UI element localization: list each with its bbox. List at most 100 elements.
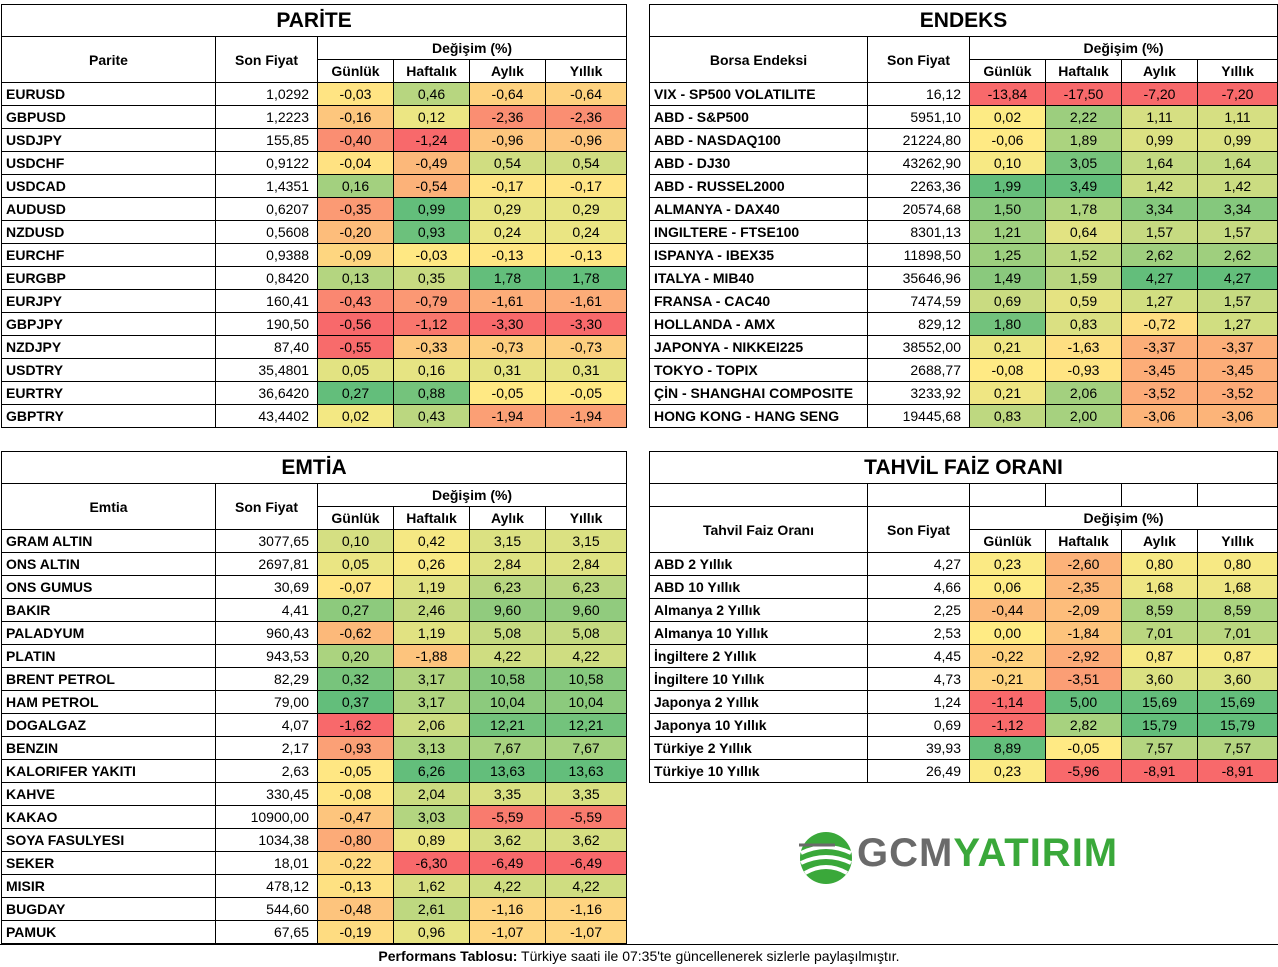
row-change-yearly: -6,49 [544,851,628,875]
table-row: HONG KONG - HANG SENG 19445,68 0,83 2,00 -3,… [649,404,1278,428]
row-price: 943,53 [215,644,318,668]
row-change-monthly: 8,59 [1121,598,1198,622]
table-row: EURCHF 0,9388 -0,09 -0,03 -0,13 -0,13 [1,243,628,267]
row-change-daily: 0,20 [317,644,394,668]
emtia-period-monthly: Aylık [469,506,546,530]
row-change-daily: -1,62 [317,713,394,737]
row-change-weekly: 6,26 [393,759,470,783]
row-change-monthly: -0,13 [469,243,546,267]
row-change-monthly: -6,49 [469,851,546,875]
row-change-weekly: 2,61 [393,897,470,921]
row-price: 35646,96 [867,266,970,290]
row-change-daily: -1,14 [969,690,1046,714]
table-row: HOLLANDA - AMX 829,12 1,80 0,83 -0,72 1,27 [649,312,1278,336]
row-change-yearly: 0,54 [544,151,628,175]
row-change-monthly: 3,35 [469,782,546,806]
row-change-monthly: 0,31 [469,358,546,382]
row-price: 18,01 [215,851,318,875]
row-name: ABD - RUSSEL2000 [649,174,868,198]
row-change-weekly: 0,89 [393,828,470,852]
row-name: BRENT PETROL [1,667,216,691]
row-change-monthly: 3,62 [469,828,546,852]
row-change-weekly: 3,49 [1045,174,1122,198]
row-change-yearly: 7,57 [1196,736,1278,760]
row-name: PAMUK [1,920,216,944]
row-price: 330,45 [215,782,318,806]
footer-note: Performans Tablosu: Türkiye saati ile 07… [0,944,1278,967]
row-price: 20574,68 [867,197,970,221]
row-change-monthly: -3,52 [1121,381,1198,405]
endeks-period-daily: Günlük [969,59,1046,83]
row-change-weekly: 3,17 [393,690,470,714]
row-name: ABD - NASDAQ100 [649,128,868,152]
table-row: AUDUSD 0,6207 -0,35 0,99 0,29 0,29 [1,197,628,221]
row-price: 2,63 [215,759,318,783]
row-change-weekly: -1,12 [393,312,470,336]
row-change-yearly: 4,22 [544,644,628,668]
row-name: BAKIR [1,598,216,622]
tahvil-blank-cell [969,483,1046,507]
table-row: KAKAO 10900,00 -0,47 3,03 -5,59 -5,59 [1,805,628,829]
row-name: TOKYO - TOPIX [649,358,868,382]
table-row: ISPANYA - IBEX35 11898,50 1,25 1,52 2,62 2,62 [649,243,1278,267]
row-change-yearly: 0,87 [1196,644,1278,668]
row-change-monthly: -3,37 [1121,335,1198,359]
endeks-panel: ENDEKS Borsa Endeksi Son Fiyat Değişim (… [648,4,1278,428]
row-change-weekly: -1,88 [393,644,470,668]
row-change-yearly: -2,36 [544,105,628,129]
row-name: ABD 10 Yıllık [649,575,868,599]
row-name: AUDUSD [1,197,216,221]
row-name: NZDJPY [1,335,216,359]
row-change-weekly: -0,79 [393,289,470,313]
row-name: USDTRY [1,358,216,382]
row-name: ABD - DJ30 [649,151,868,175]
row-change-yearly: -3,45 [1196,358,1278,382]
row-price: 8301,13 [867,220,970,244]
row-change-weekly: 5,00 [1045,690,1122,714]
row-change-weekly: 0,16 [393,358,470,382]
row-change-monthly: 0,29 [469,197,546,221]
row-change-yearly: 1,11 [1196,105,1278,129]
row-name: İngiltere 2 Yıllık [649,644,868,668]
row-name: ISPANYA - IBEX35 [649,243,868,267]
row-price: 2688,77 [867,358,970,382]
row-change-daily: 1,99 [969,174,1046,198]
row-price: 16,12 [867,82,970,106]
table-row: EURGBP 0,8420 0,13 0,35 1,78 1,78 [1,266,628,290]
endeks-table: ENDEKS Borsa Endeksi Son Fiyat Değişim (… [648,4,1278,428]
row-price: 38552,00 [867,335,970,359]
table-row: GBPUSD 1,2223 -0,16 0,12 -2,36 -2,36 [1,105,628,129]
row-change-yearly: 7,01 [1196,621,1278,645]
row-change-weekly: 3,13 [393,736,470,760]
table-row: ONS ALTIN 2697,81 0,05 0,26 2,84 2,84 [1,552,628,576]
footer-text: Türkiye saati ile 07:35'te güncellenerek… [517,948,900,964]
row-change-monthly: -0,72 [1121,312,1198,336]
row-change-daily: -0,04 [317,151,394,175]
row-change-yearly: 2,62 [1196,243,1278,267]
row-change-daily: 1,49 [969,266,1046,290]
row-change-monthly: 3,34 [1121,197,1198,221]
table-row: EURUSD 1,0292 -0,03 0,46 -0,64 -0,64 [1,82,628,106]
row-change-yearly: -3,06 [1196,404,1278,428]
row-price: 0,9388 [215,243,318,267]
row-change-monthly: -3,30 [469,312,546,336]
row-change-weekly: -0,33 [393,335,470,359]
table-row: PAMUK 67,65 -0,19 0,96 -1,07 -1,07 [1,920,628,944]
row-price: 0,5608 [215,220,318,244]
row-price: 10900,00 [215,805,318,829]
row-change-yearly: -0,73 [544,335,628,359]
row-change-daily: -0,55 [317,335,394,359]
row-change-monthly: 1,42 [1121,174,1198,198]
row-change-daily: 1,25 [969,243,1046,267]
parite-period-monthly: Aylık [469,59,546,83]
row-price: 7474,59 [867,289,970,313]
table-row: ABD - NASDAQ100 21224,80 -0,06 1,89 0,99 0,99 [649,128,1278,152]
row-change-daily: -0,43 [317,289,394,313]
row-name: KALORIFER YAKITI [1,759,216,783]
row-change-weekly: -0,93 [1045,358,1122,382]
row-change-weekly: -0,05 [1045,736,1122,760]
row-name: GBPUSD [1,105,216,129]
tahvil-col-name: Tahvil Faiz Oranı [649,506,868,553]
row-change-yearly: 3,15 [544,529,628,553]
row-change-weekly: 0,42 [393,529,470,553]
